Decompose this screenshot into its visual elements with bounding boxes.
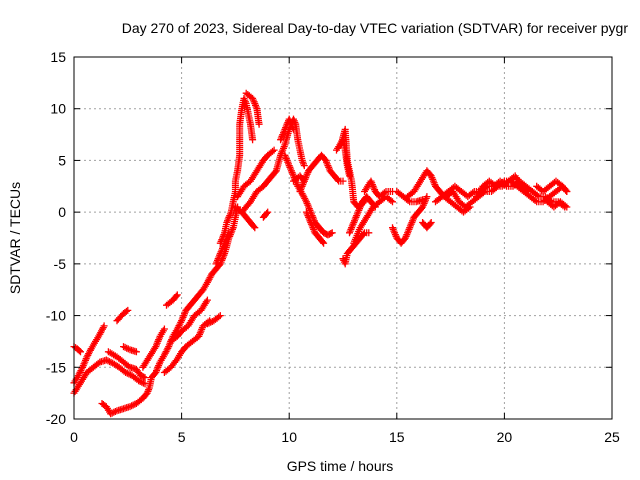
data-point-cluster xyxy=(212,229,233,268)
y-tick-label: -10 xyxy=(46,308,66,324)
data-point-cluster xyxy=(167,296,211,345)
data-point-cluster xyxy=(70,322,108,387)
data-point-cluster xyxy=(361,177,396,201)
chart-title: Day 270 of 2023, Sidereal Day-to-day VTE… xyxy=(122,20,629,36)
data-point-cluster xyxy=(70,343,84,356)
data-point-cluster xyxy=(139,325,168,371)
data-point-cluster xyxy=(350,193,396,247)
data-point-cluster xyxy=(543,198,571,211)
y-tick-label: -20 xyxy=(46,411,66,427)
x-tick-label: 10 xyxy=(281,429,297,445)
y-tick-label: -5 xyxy=(54,256,67,272)
axis-ticks: 0 5 10 15 20 25 -20 -15 -10 -5 0 5 10 15 xyxy=(46,49,620,445)
data-point-cluster xyxy=(533,177,571,195)
y-tick-label: 5 xyxy=(58,152,66,168)
data-point-cluster xyxy=(104,348,149,382)
data-point-cluster xyxy=(346,193,379,237)
y-tick-label: 0 xyxy=(58,204,66,220)
data-point-cluster xyxy=(281,151,336,239)
data-point-cluster xyxy=(242,89,263,128)
data-point-cluster xyxy=(160,317,214,376)
data-point-cluster xyxy=(120,343,140,356)
x-axis-label: GPS time / hours xyxy=(287,458,394,474)
data-point-cluster xyxy=(163,291,181,309)
y-tick-label: -15 xyxy=(46,359,66,375)
data-point-cluster xyxy=(302,208,328,247)
plot-frame xyxy=(73,56,613,420)
y-axis-label: SDTVAR / TECUs xyxy=(7,182,23,294)
x-tick-label: 5 xyxy=(178,429,186,445)
x-tick-label: 0 xyxy=(70,429,78,445)
data-series-sdtvar xyxy=(70,89,571,418)
data-point-cluster xyxy=(259,208,272,221)
x-tick-label: 20 xyxy=(497,429,513,445)
data-point-cluster xyxy=(203,312,224,328)
y-tick-label: 10 xyxy=(50,101,66,117)
data-point-cluster xyxy=(389,193,431,247)
data-point-cluster xyxy=(234,146,278,201)
data-point-cluster xyxy=(290,172,308,185)
data-point-cluster xyxy=(216,94,257,247)
data-point-cluster xyxy=(472,172,532,201)
data-point-cluster xyxy=(393,188,427,206)
data-point-cluster xyxy=(419,219,435,232)
grid-layer xyxy=(74,57,612,419)
x-tick-label: 25 xyxy=(604,429,620,445)
data-point-cluster xyxy=(98,203,242,418)
x-tick-label: 15 xyxy=(389,429,405,445)
data-point-cluster xyxy=(113,306,132,325)
y-tick-label: 15 xyxy=(50,49,66,65)
data-point-cluster xyxy=(277,115,297,144)
data-point-cluster xyxy=(337,125,368,211)
